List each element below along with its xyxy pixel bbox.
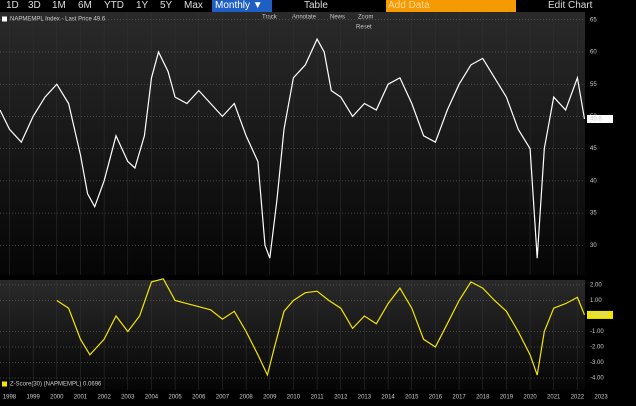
x-tick-label: 2016 — [429, 395, 443, 401]
x-tick-label: 2020 — [523, 395, 537, 401]
x-tick-label: 2017 — [452, 395, 466, 401]
x-tick-label: 2000 — [50, 395, 64, 401]
x-tick-label: 2007 — [216, 395, 230, 401]
range-button[interactable]: 6M — [78, 0, 92, 11]
x-tick-label: 2004 — [145, 395, 159, 401]
x-tick-label: 2006 — [192, 395, 206, 401]
y-tick-label: -3.00 — [590, 360, 604, 366]
legend-swatch — [2, 381, 7, 387]
range-button[interactable]: 1M — [52, 0, 66, 11]
x-tick-label: 2022 — [571, 395, 585, 401]
y-tick-label: -1.00 — [590, 329, 604, 335]
x-tick-label: 2010 — [287, 395, 301, 401]
charts: TrackAnnotateNewsZoomReset30354045505560… — [0, 12, 613, 401]
last-value-box — [587, 115, 613, 124]
y-tick-label: -4.00 — [590, 376, 604, 382]
x-tick-label: 2014 — [381, 395, 395, 401]
x-tick-label: 2012 — [334, 395, 348, 401]
edit-chart-button[interactable]: Edit Chart — [548, 0, 593, 11]
x-tick-label: 2019 — [500, 395, 514, 401]
range-button[interactable]: Max — [184, 0, 203, 11]
y-tick-label: 65 — [590, 17, 597, 23]
reset-button: Reset — [356, 25, 372, 31]
x-tick-label: 2021 — [547, 395, 561, 401]
y-tick-label: 55 — [590, 82, 597, 88]
legend-label: Z-Score(30) (NAPMEMPL) 0.0696 — [10, 382, 102, 388]
add-data-input[interactable]: Add Data — [386, 0, 516, 12]
range-button[interactable]: 1Y — [136, 0, 149, 11]
tool-button: News — [330, 15, 345, 21]
x-tick-label: 2018 — [476, 395, 490, 401]
y-tick-label: 60 — [590, 50, 597, 56]
y-tick-label: 2.00 — [590, 283, 602, 289]
y-tick-label: 45 — [590, 146, 597, 152]
x-tick-label: 2003 — [121, 395, 135, 401]
tool-button: Annotate — [292, 15, 317, 21]
last-value-box — [587, 310, 613, 319]
x-tick-label: 2015 — [405, 395, 419, 401]
legend-label: NAPMEMPL Index - Last Price 49.6 — [10, 17, 106, 23]
last-value-label: 0.0696 — [590, 312, 609, 318]
x-tick-label: 2009 — [263, 395, 277, 401]
y-tick-label: 40 — [590, 178, 597, 184]
legend-swatch — [2, 16, 7, 22]
y-tick-label: 30 — [590, 243, 597, 249]
x-tick-label: 2002 — [97, 395, 111, 401]
y-tick-label: 35 — [590, 211, 597, 217]
range-button[interactable]: YTD — [104, 0, 124, 11]
last-value-label: 49.6 — [590, 117, 602, 123]
x-tick-label: 2013 — [358, 395, 372, 401]
range-button[interactable]: 5Y — [160, 0, 173, 11]
x-tick-label: 1999 — [26, 395, 40, 401]
bottom-panel — [0, 280, 585, 390]
table-button[interactable]: Table — [304, 0, 328, 11]
x-tick-label: 2008 — [239, 395, 253, 401]
series-line — [0, 37, 586, 259]
top-panel — [0, 12, 585, 275]
x-tick-label: 2001 — [74, 395, 88, 401]
x-tick-label: 2005 — [168, 395, 182, 401]
tool-button: Zoom — [358, 15, 373, 21]
frequency-button[interactable]: Monthly ▼ — [212, 0, 272, 12]
range-button[interactable]: 3D — [28, 0, 41, 11]
series-line — [56, 278, 586, 377]
range-button[interactable]: 1D — [6, 0, 19, 11]
y-tick-label: 1.00 — [590, 298, 602, 304]
x-tick-label: 1998 — [3, 395, 17, 401]
x-tick-label: 2011 — [311, 395, 325, 401]
x-tick-label: 2023 — [594, 395, 608, 401]
y-tick-label: -2.00 — [590, 345, 604, 351]
